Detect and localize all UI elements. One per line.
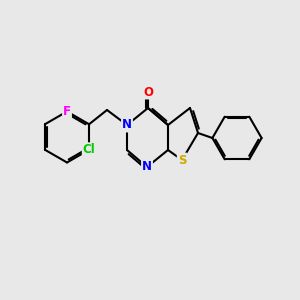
Text: Cl: Cl <box>83 143 95 156</box>
Text: N: N <box>142 160 152 173</box>
Text: O: O <box>143 85 153 98</box>
Text: F: F <box>63 105 71 118</box>
Text: S: S <box>178 154 186 166</box>
Text: N: N <box>122 118 132 131</box>
